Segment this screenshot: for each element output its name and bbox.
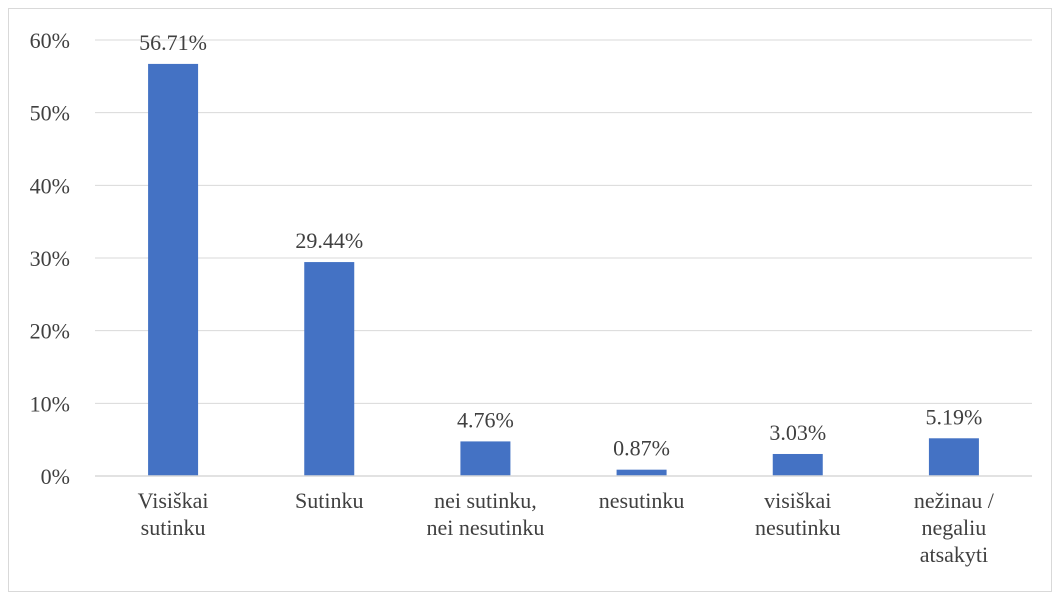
x-category-label: nežinau / negaliu atsakyti <box>914 488 995 567</box>
x-category-label-line: nei nesutinku <box>426 515 544 540</box>
x-category-label: nei sutinku, nei nesutinku <box>426 488 544 540</box>
x-category-label: Sutinku <box>295 488 363 513</box>
x-category-label-line: atsakyti <box>920 542 988 567</box>
data-label: 3.03% <box>769 420 826 445</box>
x-category-label-line: nesutinku <box>755 515 841 540</box>
data-label: 5.19% <box>926 404 983 429</box>
x-category-label-line: Sutinku <box>295 488 363 513</box>
x-category-label: nesutinku <box>599 488 685 513</box>
x-category-label-line: visiškai <box>764 488 831 513</box>
x-category-label-line: nei sutinku, <box>434 488 537 513</box>
y-tick-label: 0% <box>41 464 70 489</box>
y-axis: 0% 10% 20% 30% 40% 50% 60% <box>30 28 70 489</box>
y-tick-label: 30% <box>30 246 70 271</box>
y-tick-label: 50% <box>30 101 70 126</box>
x-category-label-line: nežinau / <box>914 488 995 513</box>
data-label: 0.87% <box>613 436 670 461</box>
y-tick-label: 40% <box>30 173 70 198</box>
x-category-label: visiškai nesutinku <box>755 488 841 540</box>
x-category-label-line: sutinku <box>141 515 206 540</box>
bar <box>304 262 355 476</box>
x-category-label-line: Visiškai <box>138 488 209 513</box>
x-category-label-line: negaliu <box>922 515 987 540</box>
data-label: 4.76% <box>457 407 514 432</box>
x-category-label-line: nesutinku <box>599 488 685 513</box>
data-label: 56.71% <box>139 30 207 55</box>
y-tick-label: 10% <box>30 391 70 416</box>
y-tick-label: 60% <box>30 28 70 53</box>
bar <box>928 438 979 476</box>
gridlines <box>95 39 1032 404</box>
bar <box>772 453 823 476</box>
x-axis: Visiškai sutinku Sutinku nei sutinku, nei ne… <box>95 475 1032 567</box>
bar <box>148 63 199 476</box>
x-category-label: Visiškai sutinku <box>138 488 209 540</box>
data-label: 29.44% <box>295 228 363 253</box>
bars <box>148 63 979 476</box>
bar <box>616 469 667 476</box>
y-tick-label: 20% <box>30 319 70 344</box>
bar <box>460 441 511 476</box>
data-labels: 56.71% 29.44% 4.76% 0.87% 3.03% 5.19% <box>139 30 982 461</box>
